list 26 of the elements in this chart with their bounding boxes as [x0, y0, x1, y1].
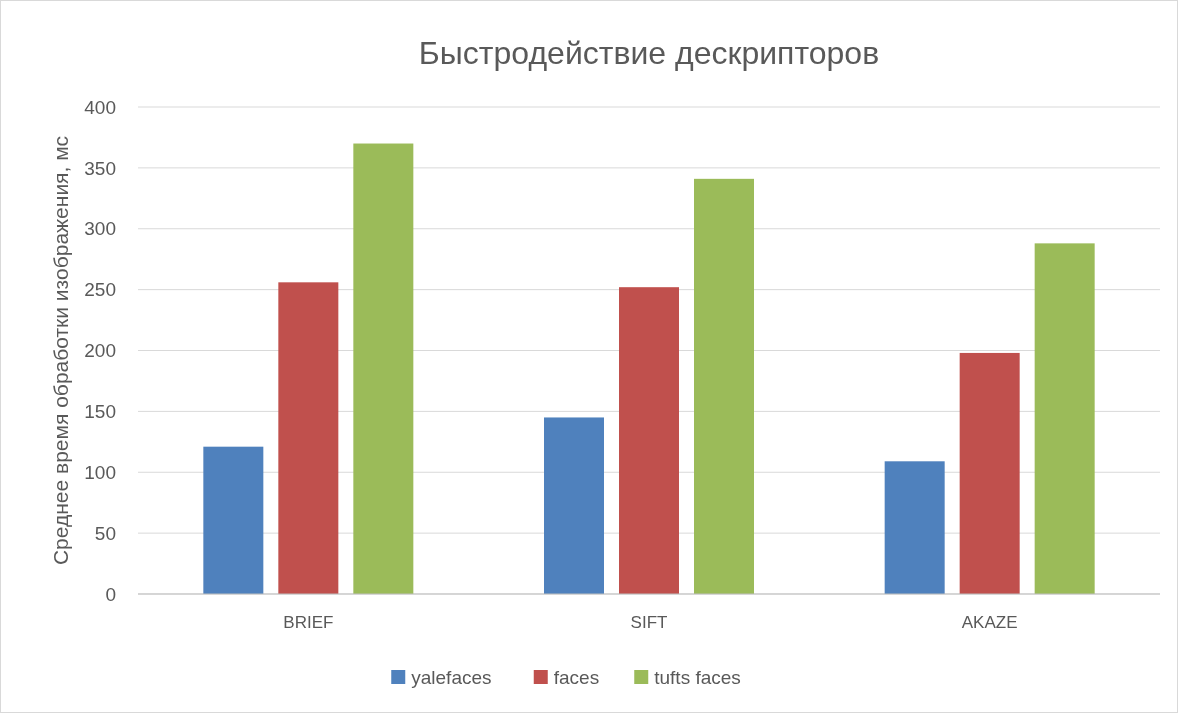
y-tick-label: 0 — [105, 583, 116, 605]
y-tick-label: 350 — [84, 157, 116, 179]
y-tick-label: 100 — [84, 461, 116, 483]
bar — [353, 143, 414, 594]
y-tick-label: 50 — [94, 522, 116, 544]
x-tick-label: BRIEF — [283, 613, 334, 632]
bar — [544, 417, 604, 594]
bar — [278, 282, 339, 594]
y-tick-label: 300 — [84, 218, 116, 240]
chart-title: Быстродействие дескрипторов — [418, 35, 880, 71]
legend-label: yalefaces — [411, 666, 492, 688]
bar — [203, 446, 264, 594]
bar — [1034, 243, 1095, 594]
bar — [694, 178, 754, 594]
legend-label: tufts faces — [654, 666, 741, 688]
legend-label: faces — [553, 666, 600, 688]
y-tick-label: 400 — [84, 96, 116, 118]
bar — [884, 461, 945, 594]
y-tick-label: 200 — [84, 340, 116, 362]
y-axis-title: Среднее время обработки изображения, мс — [49, 135, 72, 566]
y-tick-label: 150 — [84, 401, 116, 423]
y-tick-label: 250 — [84, 279, 116, 301]
x-tick-label: SIFT — [630, 613, 668, 632]
bar — [959, 352, 1020, 594]
x-tick-label: AKAZE — [961, 613, 1018, 632]
bar — [619, 287, 679, 594]
